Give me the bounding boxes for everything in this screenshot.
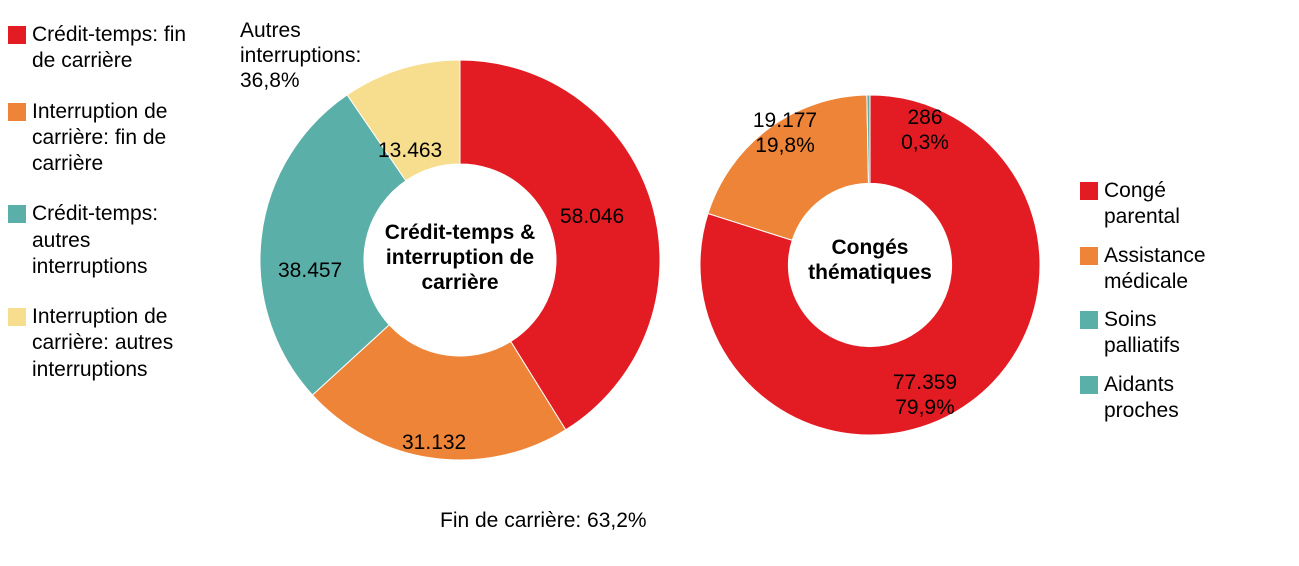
legend-label: Assistance médicale bbox=[1104, 243, 1224, 296]
donut-slice-assistance bbox=[708, 95, 868, 240]
annot-fin: Fin de carrière: 63,2% bbox=[440, 508, 660, 533]
legend-swatch bbox=[8, 26, 26, 44]
legend-swatch bbox=[1080, 247, 1098, 265]
annot-text: Fin de carrière: 63,2% bbox=[440, 509, 647, 532]
legend-label: Crédit-temps: fin de carrière bbox=[32, 22, 202, 75]
legend-label: Congé parental bbox=[1104, 178, 1224, 231]
chart-1-wrap: Crédit-temps & interruption de carrière bbox=[260, 60, 660, 460]
donut-chart-2 bbox=[700, 95, 1040, 435]
legend-item: Soins palliatifs bbox=[1080, 307, 1224, 360]
legend-swatch bbox=[8, 103, 26, 121]
legend-right: Congé parental Assistance médicale Soins… bbox=[1080, 178, 1224, 436]
legend-item: Aidants proches bbox=[1080, 372, 1224, 425]
legend-swatch bbox=[1080, 311, 1098, 329]
legend-swatch bbox=[8, 205, 26, 223]
legend-item: Crédit-temps: autres interruptions bbox=[8, 201, 202, 280]
legend-label: Crédit-temps: autres interruptions bbox=[32, 201, 202, 280]
legend-label: Soins palliatifs bbox=[1104, 307, 1224, 360]
legend-item: Crédit-temps: fin de carrière bbox=[8, 22, 202, 75]
legend-label: Aidants proches bbox=[1104, 372, 1224, 425]
legend-item: Assistance médicale bbox=[1080, 243, 1224, 296]
legend-swatch bbox=[1080, 182, 1098, 200]
legend-item: Interruption de carrière: fin de carrièr… bbox=[8, 99, 202, 178]
legend-swatch bbox=[1080, 376, 1098, 394]
chart-2-wrap: Congés thématiques bbox=[700, 95, 1040, 435]
legend-left: Crédit-temps: fin de carrière Interrupti… bbox=[8, 22, 202, 407]
legend-item: Congé parental bbox=[1080, 178, 1224, 231]
legend-swatch bbox=[8, 308, 26, 326]
donut-chart-1 bbox=[260, 60, 660, 460]
legend-label: Interruption de carrière: fin de carrièr… bbox=[32, 99, 202, 178]
legend-item: Interruption de carrière: autres interru… bbox=[8, 304, 202, 383]
legend-label: Interruption de carrière: autres interru… bbox=[32, 304, 202, 383]
